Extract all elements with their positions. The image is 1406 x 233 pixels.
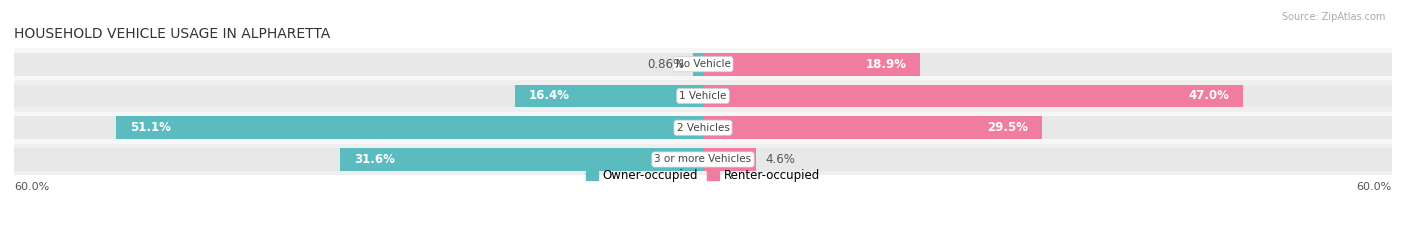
Bar <box>703 116 1042 139</box>
Text: 51.1%: 51.1% <box>129 121 172 134</box>
Text: No Vehicle: No Vehicle <box>675 59 731 69</box>
Text: 16.4%: 16.4% <box>529 89 569 103</box>
Text: HOUSEHOLD VEHICLE USAGE IN ALPHARETTA: HOUSEHOLD VEHICLE USAGE IN ALPHARETTA <box>14 27 330 41</box>
Bar <box>14 116 703 139</box>
Bar <box>14 144 1392 175</box>
Text: 60.0%: 60.0% <box>1357 182 1392 192</box>
Bar <box>693 53 703 76</box>
Bar <box>703 85 1392 107</box>
Text: 2 Vehicles: 2 Vehicles <box>676 123 730 133</box>
Bar <box>703 53 920 76</box>
Bar <box>703 53 1392 76</box>
Legend: Owner-occupied, Renter-occupied: Owner-occupied, Renter-occupied <box>581 164 825 187</box>
Text: 3 or more Vehicles: 3 or more Vehicles <box>654 154 752 164</box>
Bar <box>340 148 703 171</box>
Bar <box>703 148 756 171</box>
Bar <box>703 116 1392 139</box>
Text: 60.0%: 60.0% <box>14 182 49 192</box>
Bar <box>14 80 1392 112</box>
Bar <box>703 148 1392 171</box>
Text: 31.6%: 31.6% <box>354 153 395 166</box>
Text: 29.5%: 29.5% <box>987 121 1028 134</box>
Text: Source: ZipAtlas.com: Source: ZipAtlas.com <box>1281 12 1385 22</box>
Text: 4.6%: 4.6% <box>765 153 794 166</box>
Bar <box>14 48 1392 80</box>
Bar <box>117 116 703 139</box>
Bar <box>14 112 1392 144</box>
Text: 18.9%: 18.9% <box>865 58 907 71</box>
Text: 0.86%: 0.86% <box>647 58 683 71</box>
Bar <box>14 148 703 171</box>
Text: 1 Vehicle: 1 Vehicle <box>679 91 727 101</box>
Text: 47.0%: 47.0% <box>1188 89 1229 103</box>
Bar <box>703 85 1243 107</box>
Bar <box>14 85 703 107</box>
Bar <box>515 85 703 107</box>
Bar <box>14 53 703 76</box>
